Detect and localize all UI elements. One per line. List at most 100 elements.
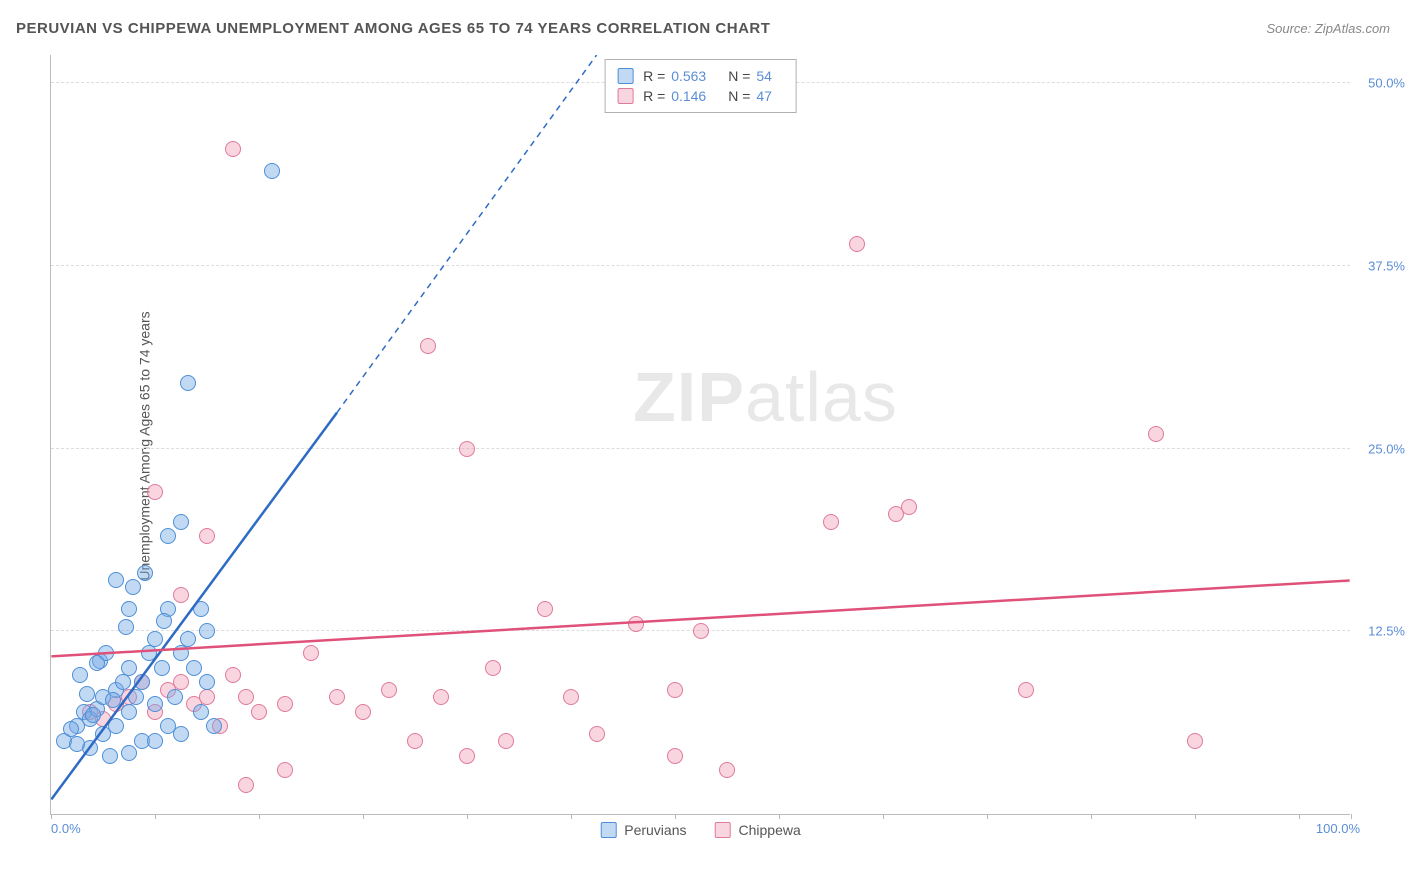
point-peruvians: [147, 696, 163, 712]
x-tick-mark: [363, 814, 364, 819]
stat-n-chippewa: 47: [756, 88, 772, 104]
point-peruvians: [206, 718, 222, 734]
y-tick-label: 12.5%: [1368, 624, 1405, 639]
point-peruvians: [121, 745, 137, 761]
point-peruvians: [180, 631, 196, 647]
swatch-chippewa: [617, 88, 633, 104]
point-peruvians: [105, 692, 121, 708]
point-chippewa: [719, 762, 735, 778]
point-peruvians: [108, 572, 124, 588]
watermark: ZIPatlas: [633, 357, 898, 437]
stats-row-chippewa: R = 0.146 N = 47: [617, 86, 784, 106]
legend: Peruvians Chippewa: [600, 822, 801, 838]
chart-title: PERUVIAN VS CHIPPEWA UNEMPLOYMENT AMONG …: [16, 20, 770, 37]
point-peruvians: [147, 733, 163, 749]
point-chippewa: [589, 726, 605, 742]
point-peruvians: [115, 674, 131, 690]
point-chippewa: [901, 499, 917, 515]
point-chippewa: [459, 441, 475, 457]
point-chippewa: [173, 587, 189, 603]
stat-r-label: R = 0.563: [643, 68, 718, 84]
legend-label-peruvians: Peruvians: [624, 822, 686, 838]
gridline: [51, 265, 1350, 266]
point-chippewa: [420, 338, 436, 354]
stat-n-label: N = 54: [728, 68, 784, 84]
x-tick-mark: [571, 814, 572, 819]
point-peruvians: [193, 704, 209, 720]
point-chippewa: [277, 696, 293, 712]
point-chippewa: [381, 682, 397, 698]
point-chippewa: [498, 733, 514, 749]
legend-swatch-chippewa: [715, 822, 731, 838]
point-chippewa: [823, 514, 839, 530]
point-peruvians: [264, 163, 280, 179]
point-chippewa: [199, 528, 215, 544]
point-peruvians: [193, 601, 209, 617]
point-chippewa: [329, 689, 345, 705]
point-peruvians: [134, 674, 150, 690]
point-peruvians: [173, 514, 189, 530]
point-peruvians: [85, 707, 101, 723]
point-chippewa: [459, 748, 475, 764]
point-chippewa: [1148, 426, 1164, 442]
point-chippewa: [433, 689, 449, 705]
point-peruvians: [79, 686, 95, 702]
point-chippewa: [849, 236, 865, 252]
point-chippewa: [147, 484, 163, 500]
point-peruvians: [186, 660, 202, 676]
point-chippewa: [251, 704, 267, 720]
point-chippewa: [667, 748, 683, 764]
point-peruvians: [89, 655, 105, 671]
y-tick-label: 25.0%: [1368, 441, 1405, 456]
point-peruvians: [141, 645, 157, 661]
point-chippewa: [1187, 733, 1203, 749]
legend-swatch-peruvians: [600, 822, 616, 838]
y-tick-label: 50.0%: [1368, 76, 1405, 91]
point-peruvians: [147, 631, 163, 647]
point-peruvians: [154, 660, 170, 676]
point-chippewa: [667, 682, 683, 698]
gridline: [51, 448, 1350, 449]
point-peruvians: [69, 736, 85, 752]
point-peruvians: [63, 721, 79, 737]
point-peruvians: [199, 674, 215, 690]
chart-source: Source: ZipAtlas.com: [1266, 21, 1390, 36]
stat-n-label: N = 47: [728, 88, 784, 104]
point-peruvians: [121, 601, 137, 617]
x-tick-min: 0.0%: [51, 821, 81, 836]
stat-n-peruvians: 54: [756, 68, 772, 84]
point-peruvians: [180, 375, 196, 391]
point-chippewa: [199, 689, 215, 705]
legend-label-chippewa: Chippewa: [739, 822, 801, 838]
x-tick-mark: [1299, 814, 1300, 819]
x-tick-mark: [155, 814, 156, 819]
point-chippewa: [563, 689, 579, 705]
x-tick-mark: [1351, 814, 1352, 819]
swatch-peruvians: [617, 68, 633, 84]
point-chippewa: [238, 689, 254, 705]
point-peruvians: [160, 528, 176, 544]
point-peruvians: [173, 645, 189, 661]
point-peruvians: [128, 689, 144, 705]
point-peruvians: [199, 623, 215, 639]
point-chippewa: [173, 674, 189, 690]
watermark-zip: ZIP: [633, 358, 745, 436]
point-peruvians: [156, 613, 172, 629]
point-chippewa: [355, 704, 371, 720]
point-chippewa: [1018, 682, 1034, 698]
legend-item-chippewa: Chippewa: [715, 822, 801, 838]
point-peruvians: [118, 619, 134, 635]
point-peruvians: [102, 748, 118, 764]
x-tick-mark: [259, 814, 260, 819]
stats-row-peruvians: R = 0.563 N = 54: [617, 66, 784, 86]
point-chippewa: [225, 141, 241, 157]
x-tick-max: 100.0%: [1316, 821, 1360, 836]
x-tick-mark: [467, 814, 468, 819]
legend-item-peruvians: Peruvians: [600, 822, 686, 838]
point-peruvians: [121, 704, 137, 720]
correlation-stats-box: R = 0.563 N = 54 R = 0.146 N = 47: [604, 59, 797, 113]
x-tick-mark: [675, 814, 676, 819]
y-tick-label: 37.5%: [1368, 258, 1405, 273]
x-tick-mark: [51, 814, 52, 819]
point-peruvians: [125, 579, 141, 595]
